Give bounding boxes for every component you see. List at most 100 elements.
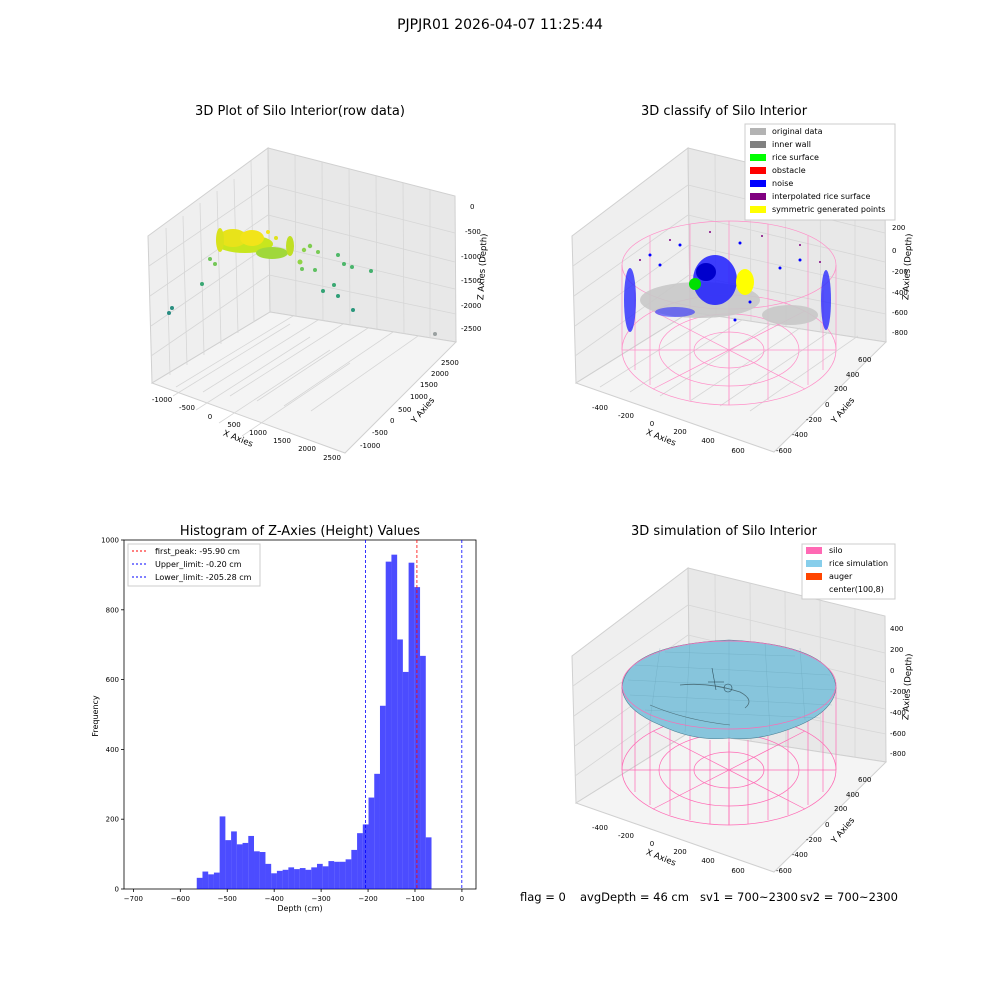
legend-swatch-symmetric-generated-points [750,206,766,213]
histogram-bar [208,874,214,889]
histogram-bar [379,705,386,889]
simulation-3d-plot[interactable]: silo rice simulation auger center(100,8)… [500,420,1000,890]
histogram-legend-box [127,543,261,587]
simulation-y-label: Y Axies [829,815,857,846]
classify-x-tick: -400 [592,404,608,412]
raw-x-tick: -500 [179,404,195,412]
raw-z-tick: -1000 [461,253,481,261]
simulation-x-tick: 200 [673,848,686,856]
legend-swatch-center [806,586,822,593]
raw-floor-pane [150,311,458,454]
simulation-x-tick: 400 [701,857,714,865]
figure-title: PJPJR01 2026-04-07 11:25:44 [397,17,603,33]
raw-x-tick: 2500 [323,454,341,462]
simulation-z-tick: -200 [890,688,906,696]
histogram-y-label: Frequency [91,695,100,737]
classify-z-label: Z Axies (Depth) [901,233,914,300]
legend-label-center: center(100,8) [829,585,884,594]
raw-3d-plot[interactable]: -1000 -500 0 500 1000 1500 2000 2500 X A… [0,0,500,500]
histogram-bar [225,840,232,889]
raw-x-tick: 1000 [249,429,267,437]
simulation-rice-surface [621,639,837,740]
classify-y-ticks: -600 -400 -200 0 200 400 600 [776,356,871,455]
histogram-bar [316,863,323,889]
simulation-y-tick: 200 [834,805,847,813]
raw-z-label: Z Axies (Depth) [476,233,489,300]
histogram-bar [397,639,403,889]
histogram-bar [408,562,415,889]
raw-z-tick: -500 [465,228,481,236]
simulation-z-tick: 400 [890,625,903,633]
histogram-x-tick-label: −700 [124,895,143,903]
legend-label-symmetric-generated-points: symmetric generated points [772,205,885,214]
histogram-x-tick-label: −100 [405,895,424,903]
histogram-y-tick-label: 400 [106,746,119,754]
legend-label-original-data: original data [772,127,823,136]
simulation-z-tick: 200 [890,646,903,654]
classify-x-tick: 600 [731,447,744,455]
classify-y-tick: 600 [858,356,871,364]
simulation-legend: silo rice simulation auger center(100,8) [801,543,896,600]
histogram-x-label: Depth (cm) [277,904,322,913]
simulation-y-tick: -600 [776,867,792,875]
raw-plot-title: 3D Plot of Silo Interior(row data) [195,104,405,119]
histogram-y-ticks: 0 200 400 600 800 1000 [101,537,124,894]
legend-swatch-auger [806,573,822,580]
classify-point-cloud [624,231,831,332]
status-sv2: sv2 = 700~2300 [800,890,898,904]
raw-y-tick: 2500 [441,359,459,367]
raw-x-ticks: -1000 -500 0 500 1000 1500 2000 2500 [152,396,341,462]
classify-legend: original data inner wall rice surface ob… [744,123,896,221]
legend-swatch-inner-wall [750,141,766,148]
histogram-bars [196,554,432,889]
classify-x-ticks: -400 -200 0 200 400 600 [592,404,745,455]
simulation-y-tick: -200 [806,836,822,844]
histogram-bar [334,861,340,889]
histogram-x-tick-label: −500 [218,895,237,903]
classify-y-tick: -600 [776,447,792,455]
histogram-bar [236,844,243,889]
histogram-y-tick-label: 1000 [101,537,119,545]
simulation-y-tick: 600 [858,776,871,784]
raw-x-tick: 0 [208,413,212,421]
raw-z-tick: -2000 [461,302,481,310]
histogram-chart[interactable]: −700 −600 −500 −400 −300 −200 −100 0 0 200 400 600… [0,500,500,930]
raw-x-tick: 500 [227,421,240,429]
simulation-y-ticks: -600 -400 -200 0 200 400 600 [776,776,871,875]
raw-x-tick: -1000 [152,396,172,404]
simulation-z-tick: -800 [890,750,906,758]
legend-label-inner-wall: inner wall [772,140,811,149]
classify-x-tick: 400 [701,437,714,445]
raw-y-tick: -500 [372,429,388,437]
histogram-bar [420,655,426,889]
raw-z-tick: -2500 [461,325,481,333]
histogram-bar [271,873,277,889]
simulation-x-tick: 600 [731,867,744,875]
histogram-bar [357,833,363,889]
histogram-bar [196,877,203,889]
legend-label-noise: noise [772,179,793,188]
legend-label-first-peak: first_peak: -95.90 cm [155,547,240,556]
histogram-x-tick-label: −400 [265,895,284,903]
classify-x-tick: 200 [673,428,686,436]
histogram-bar [385,561,392,889]
histogram-bar [299,868,306,889]
simulation-x-tick: -200 [618,832,634,840]
simulation-silo-top-rim [621,640,837,730]
raw-x-tick: 2000 [298,445,316,453]
histogram-bar [259,852,266,889]
classify-3d-plot[interactable]: original data inner wall rice surface ob… [500,0,1000,500]
legend-label-silo: silo [829,546,843,555]
simulation-x-tick: -400 [592,824,608,832]
legend-swatch-rice-simulation [806,560,822,567]
histogram-bar [402,671,409,889]
classify-x-tick: 0 [650,420,654,428]
legend-label-interpolated-rice-surface: interpolated rice surface [772,192,870,201]
histogram-x-tick-label: −600 [171,895,190,903]
raw-y-tick: -1000 [360,442,380,450]
histogram-bar [254,851,260,889]
histogram-bar [288,867,295,889]
classify-legend-box [744,123,896,221]
legend-swatch-rice-surface [750,154,766,161]
histogram-bar [345,859,352,889]
